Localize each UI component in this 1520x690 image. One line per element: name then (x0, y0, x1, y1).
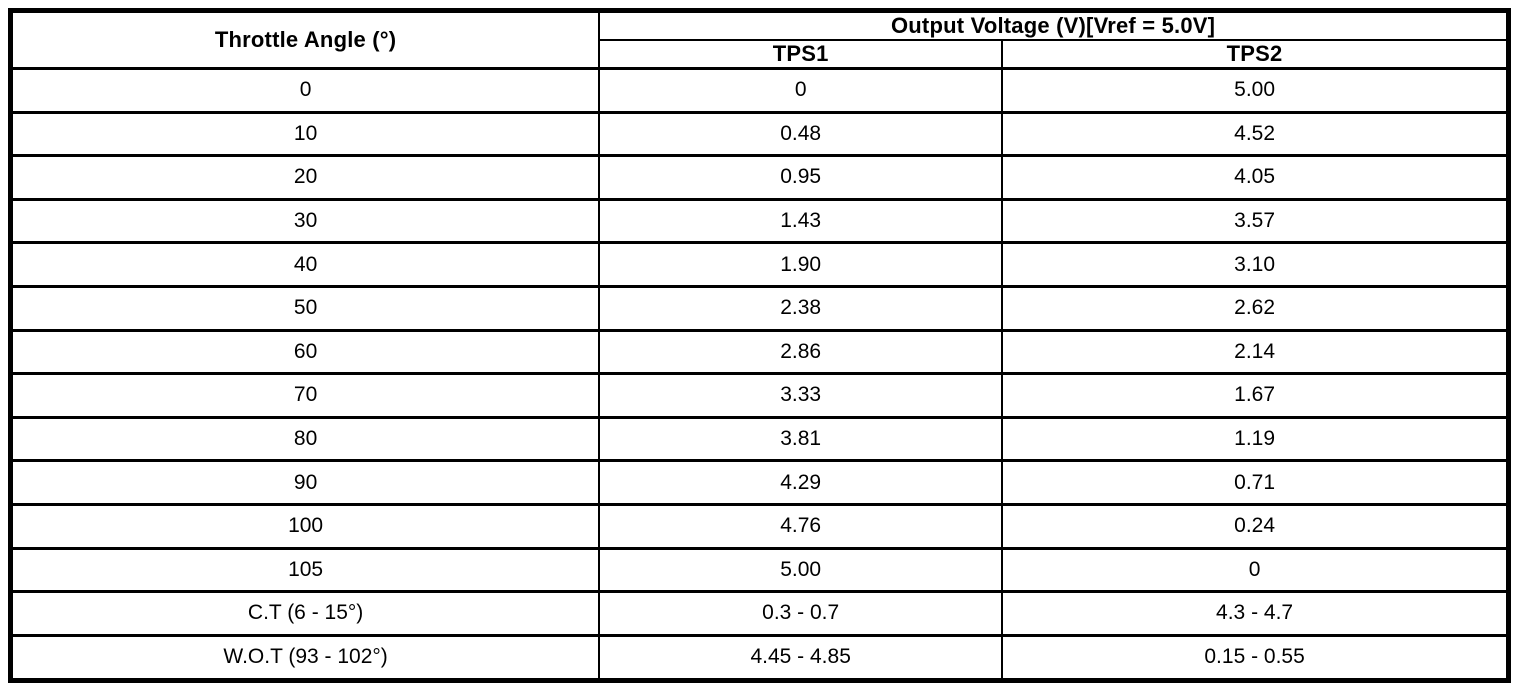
angle-cell: 70 (9, 372, 601, 419)
angle-cell: 100 (9, 502, 601, 550)
angle-cell: 30 (9, 197, 601, 245)
angle-cell: 105 (9, 546, 601, 594)
table-row: 40 1.90 3.10 (9, 241, 1510, 288)
tps1-value-cell: 2.38 (598, 284, 1004, 332)
output-voltage-group-header: Output Voltage (V)[Vref = 5.0V] (598, 9, 1510, 41)
table-row: 0 0 5.00 (9, 67, 1510, 114)
tps2-value-cell: 1.67 (1001, 372, 1510, 419)
throttle-angle-header: Throttle Angle (°) (9, 9, 601, 70)
tps1-value-cell: 1.43 (598, 197, 1004, 245)
tps1-value-cell: 5.00 (598, 546, 1004, 594)
table-row: 105 5.00 0 (9, 546, 1510, 594)
angle-cell: 90 (9, 459, 601, 506)
table-row: 60 2.86 2.14 (9, 328, 1510, 376)
tps1-value-cell: 2.86 (598, 328, 1004, 376)
table-row: W.O.T (93 - 102°) 4.45 - 4.85 0.15 - 0.5… (9, 633, 1510, 683)
angle-cell: W.O.T (93 - 102°) (9, 633, 601, 683)
tps1-value-cell: 3.81 (598, 415, 1004, 463)
angle-cell: 80 (9, 415, 601, 463)
tps2-value-cell: 5.00 (1001, 67, 1510, 114)
tps2-value-cell: 0 (1001, 546, 1510, 594)
tps1-value-cell: 0.95 (598, 154, 1004, 201)
tps1-column-header: TPS1 (598, 39, 1004, 70)
tps1-value-cell: 0.48 (598, 110, 1004, 158)
angle-cell: 60 (9, 328, 601, 376)
tps1-value-cell: 1.90 (598, 241, 1004, 288)
table-row: 90 4.29 0.71 (9, 459, 1510, 506)
header-row-group: Throttle Angle (°) Output Voltage (V)[Vr… (9, 9, 1510, 70)
angle-cell: C.T (6 - 15°) (9, 590, 601, 637)
tps2-value-cell: 4.05 (1001, 154, 1510, 201)
table-row: 30 1.43 3.57 (9, 197, 1510, 245)
tps2-value-cell: 0.71 (1001, 459, 1510, 506)
tps2-value-cell: 0.15 - 0.55 (1001, 633, 1510, 683)
tps2-value-cell: 1.19 (1001, 415, 1510, 463)
header-row-sub: TPS1 TPS2 (11, 39, 1510, 70)
tps1-value-cell: 4.45 - 4.85 (598, 633, 1004, 683)
tps1-value-cell: 0.3 - 0.7 (598, 590, 1004, 637)
angle-cell: 40 (9, 241, 601, 288)
tps2-value-cell: 3.57 (1001, 197, 1510, 245)
table-row: C.T (6 - 15°) 0.3 - 0.7 4.3 - 4.7 (9, 590, 1510, 637)
angle-cell: 10 (9, 110, 601, 158)
tps1-value-cell: 4.29 (598, 459, 1004, 506)
tps2-value-cell: 0.24 (1001, 502, 1510, 550)
tps2-value-cell: 4.3 - 4.7 (1001, 590, 1510, 637)
table-row: 20 0.95 4.05 (9, 154, 1510, 201)
table-row: 100 4.76 0.24 (9, 502, 1510, 550)
table-row: 50 2.38 2.62 (9, 284, 1510, 332)
tps1-value-cell: 4.76 (598, 502, 1004, 550)
table-row: 80 3.81 1.19 (9, 415, 1510, 463)
angle-cell: 20 (9, 154, 601, 201)
angle-cell: 50 (9, 284, 601, 332)
tps2-value-cell: 2.14 (1001, 328, 1510, 376)
angle-cell: 0 (9, 67, 601, 114)
tps-voltage-table: Throttle Angle (°) Output Voltage (V)[Vr… (8, 8, 1511, 683)
tps2-value-cell: 3.10 (1001, 241, 1510, 288)
tps1-value-cell: 3.33 (598, 372, 1004, 419)
table-row: 70 3.33 1.67 (9, 372, 1510, 419)
tps2-value-cell: 4.52 (1001, 110, 1510, 158)
tps2-column-header: TPS2 (1001, 39, 1510, 70)
tps1-value-cell: 0 (598, 67, 1004, 114)
table-row: 10 0.48 4.52 (9, 110, 1510, 158)
tps2-value-cell: 2.62 (1001, 284, 1510, 332)
